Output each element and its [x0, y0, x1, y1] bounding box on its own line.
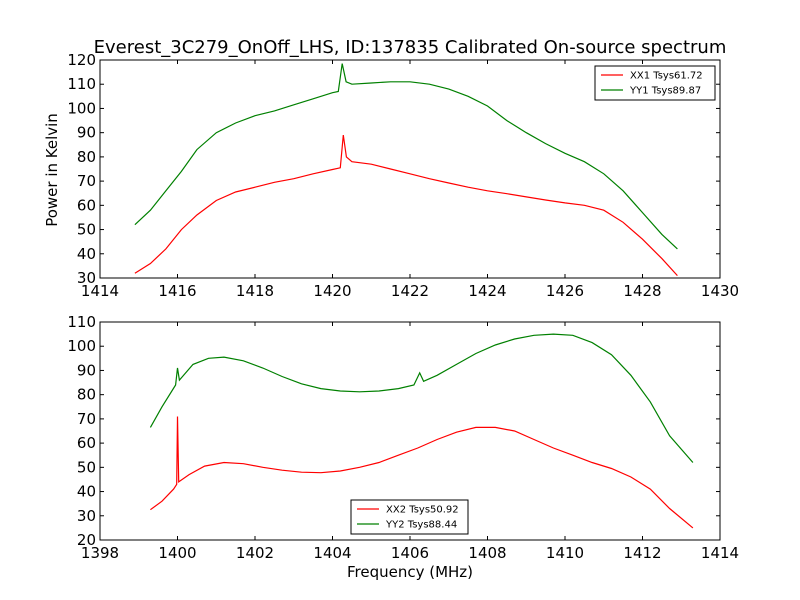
- x-tick-label: 1424: [468, 282, 506, 300]
- legend-label: XX1 Tsys61.72: [630, 71, 703, 82]
- legend: XX2 Tsys50.92 YY2 Tsys88.44: [350, 499, 469, 535]
- x-tick-label: 1426: [546, 282, 584, 300]
- x-axis-label: Frequency (MHz): [347, 563, 473, 581]
- y-tick-label: 100: [67, 337, 96, 355]
- y-tick-label: 20: [77, 531, 96, 549]
- y-tick-label: 50: [77, 221, 96, 239]
- x-tick-label: 1410: [546, 544, 584, 562]
- x-tick-label: 1422: [391, 282, 429, 300]
- y-tick-label: 80: [77, 386, 96, 404]
- y-tick-label: 90: [77, 124, 96, 142]
- y-tick-label: 30: [77, 507, 96, 525]
- y-tick-label: 90: [77, 361, 96, 379]
- y-tick-label: 70: [77, 172, 96, 190]
- y-tick-label: 30: [77, 269, 96, 287]
- y-tick-label: 100: [67, 99, 96, 117]
- legend-label: XX2 Tsys50.92: [386, 505, 459, 516]
- legend-label: YY2 Tsys88.44: [385, 520, 457, 531]
- chart-title: Everest_3C279_OnOff_LHS, ID:137835 Calib…: [94, 37, 727, 58]
- y-tick-label: 40: [77, 245, 96, 263]
- top-panel: 1414 1416 1418 1420 1422 1424 1426 1428 1430 30 40…: [67, 51, 739, 300]
- y-tick-label: 40: [77, 483, 96, 501]
- series-line-xx: [150, 416, 694, 529]
- legend-box: [350, 499, 469, 535]
- x-tick-label: 1428: [623, 282, 661, 300]
- legend: XX1 Tsys61.72 YY1 Tsys89.87: [594, 65, 716, 101]
- y-tick-label: 110: [67, 75, 96, 93]
- x-tick-label: 1414: [81, 282, 119, 300]
- x-tick-label: 1420: [313, 282, 351, 300]
- x-tick-label: 1406: [391, 544, 429, 562]
- series-line-yy: [149, 333, 694, 463]
- series-line-yy: [134, 63, 678, 250]
- x-tick-label: 1416: [158, 282, 196, 300]
- x-tick-label: 1414: [701, 544, 739, 562]
- x-tick-label: 1418: [236, 282, 274, 300]
- x-tick-label: 1404: [313, 544, 351, 562]
- series-line-xx: [134, 135, 678, 277]
- x-tick-label: 1402: [236, 544, 274, 562]
- x-tick-label: 1412: [623, 544, 661, 562]
- bottom-panel: 1398 1400 1402 1404 1406 1408 1410 1412 1414 20 30…: [67, 313, 739, 562]
- legend-label: YY1 Tsys89.87: [629, 86, 701, 97]
- x-tick-label: 1398: [81, 544, 119, 562]
- legend-box: [594, 65, 716, 101]
- y-axis-label: Power in Kelvin: [43, 113, 61, 227]
- x-tick-label: 1408: [468, 544, 506, 562]
- y-tick-label: 50: [77, 458, 96, 476]
- x-tick-label: 1430: [701, 282, 739, 300]
- y-tick-label: 120: [67, 51, 96, 69]
- x-tick-label: 1400: [158, 544, 196, 562]
- y-tick-label: 110: [67, 313, 96, 331]
- y-tick-label: 60: [77, 196, 96, 214]
- y-tick-label: 80: [77, 148, 96, 166]
- y-tick-label: 60: [77, 434, 96, 452]
- y-tick-label: 70: [77, 410, 96, 428]
